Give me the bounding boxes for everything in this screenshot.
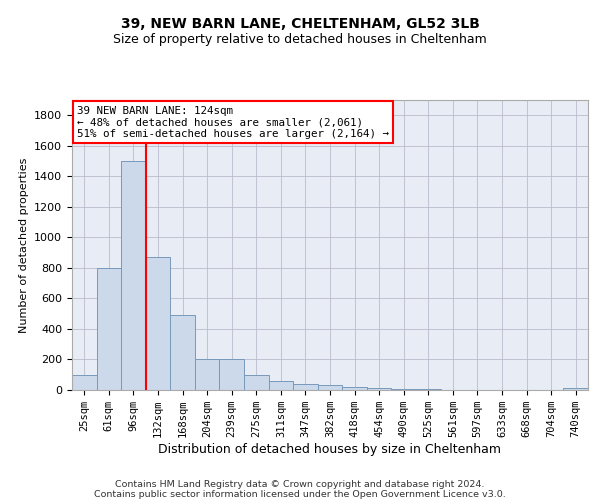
Bar [195, 360, 220, 390]
Text: Distribution of detached houses by size in Cheltenham: Distribution of detached houses by size … [158, 442, 502, 456]
Bar [318, 386, 342, 390]
Bar [146, 257, 170, 390]
Text: Contains public sector information licensed under the Open Government Licence v3: Contains public sector information licen… [94, 490, 506, 499]
Bar [220, 360, 244, 390]
Text: 39, NEW BARN LANE, CHELTENHAM, GL52 3LB: 39, NEW BARN LANE, CHELTENHAM, GL52 3LB [121, 18, 479, 32]
Bar [293, 384, 318, 390]
Bar [416, 389, 440, 390]
Bar [72, 374, 97, 390]
Bar [342, 387, 367, 390]
Y-axis label: Number of detached properties: Number of detached properties [19, 158, 29, 332]
Bar [170, 315, 195, 390]
Bar [391, 389, 416, 390]
Text: 39 NEW BARN LANE: 124sqm
← 48% of detached houses are smaller (2,061)
51% of sem: 39 NEW BARN LANE: 124sqm ← 48% of detach… [77, 106, 389, 139]
Bar [244, 374, 269, 390]
Text: Contains HM Land Registry data © Crown copyright and database right 2024.: Contains HM Land Registry data © Crown c… [115, 480, 485, 489]
Bar [269, 381, 293, 390]
Bar [563, 388, 588, 390]
Bar [121, 161, 146, 390]
Bar [367, 388, 391, 390]
Bar [97, 268, 121, 390]
Text: Size of property relative to detached houses in Cheltenham: Size of property relative to detached ho… [113, 32, 487, 46]
